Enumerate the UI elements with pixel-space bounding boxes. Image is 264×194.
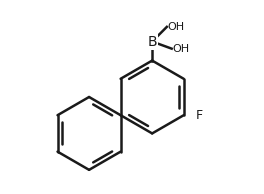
- Text: OH: OH: [168, 22, 185, 32]
- Text: B: B: [147, 35, 157, 48]
- Text: OH: OH: [173, 44, 190, 54]
- Text: F: F: [196, 109, 203, 122]
